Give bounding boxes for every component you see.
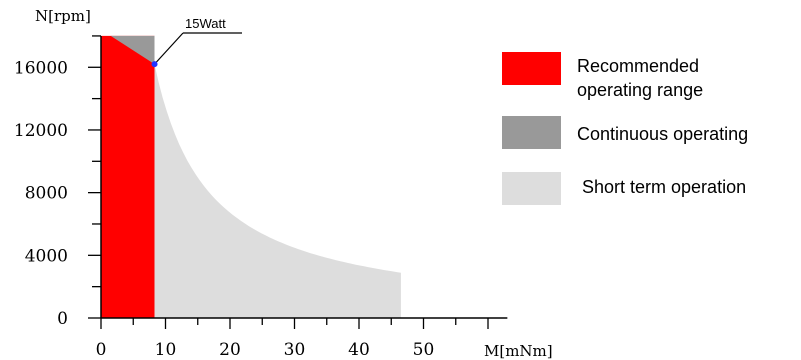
y-axis-title: N[rpm] [35, 7, 91, 25]
legend-label: Short term operation [577, 177, 746, 197]
y-tick-label: 12000 [14, 121, 68, 141]
x-axis-title: M[mNm] [484, 342, 553, 360]
legend-swatch [502, 172, 561, 205]
annotation-leader-line [154, 32, 184, 65]
x-tick-label: 30 [284, 340, 306, 360]
x-tick-label: 40 [348, 340, 370, 360]
legend: Recommended operating range Continuous ope… [502, 52, 748, 205]
y-tick-label: 4000 [25, 246, 68, 266]
region-continuous-operating [110, 35, 155, 65]
y-tick-label: 8000 [25, 184, 68, 204]
operating-regions [101, 35, 401, 319]
axes [100, 35, 508, 319]
region-short-term-operation [154, 64, 401, 318]
x-tick-label: 10 [155, 340, 177, 360]
legend-swatch [502, 52, 561, 85]
annotation-label: 15Watt [185, 16, 226, 31]
x-tick-label: 0 [96, 340, 107, 360]
legend-label: Recommended [577, 56, 699, 76]
legend-label: Continuous operating [577, 124, 748, 144]
axis-ticks: 0 10 20 30 40 50 0 4000 8000 12000 16000 [14, 35, 489, 360]
region-recommended-operating-range [101, 35, 155, 319]
y-tick-label: 0 [57, 309, 68, 329]
power-annotation: 15Watt [151, 16, 242, 68]
y-tick-label: 16000 [14, 58, 68, 78]
x-tick-label: 50 [413, 340, 435, 360]
x-tick-label: 20 [219, 340, 241, 360]
legend-swatch [502, 116, 561, 149]
operating-point-marker [151, 61, 158, 68]
legend-label: operating range [577, 80, 703, 100]
